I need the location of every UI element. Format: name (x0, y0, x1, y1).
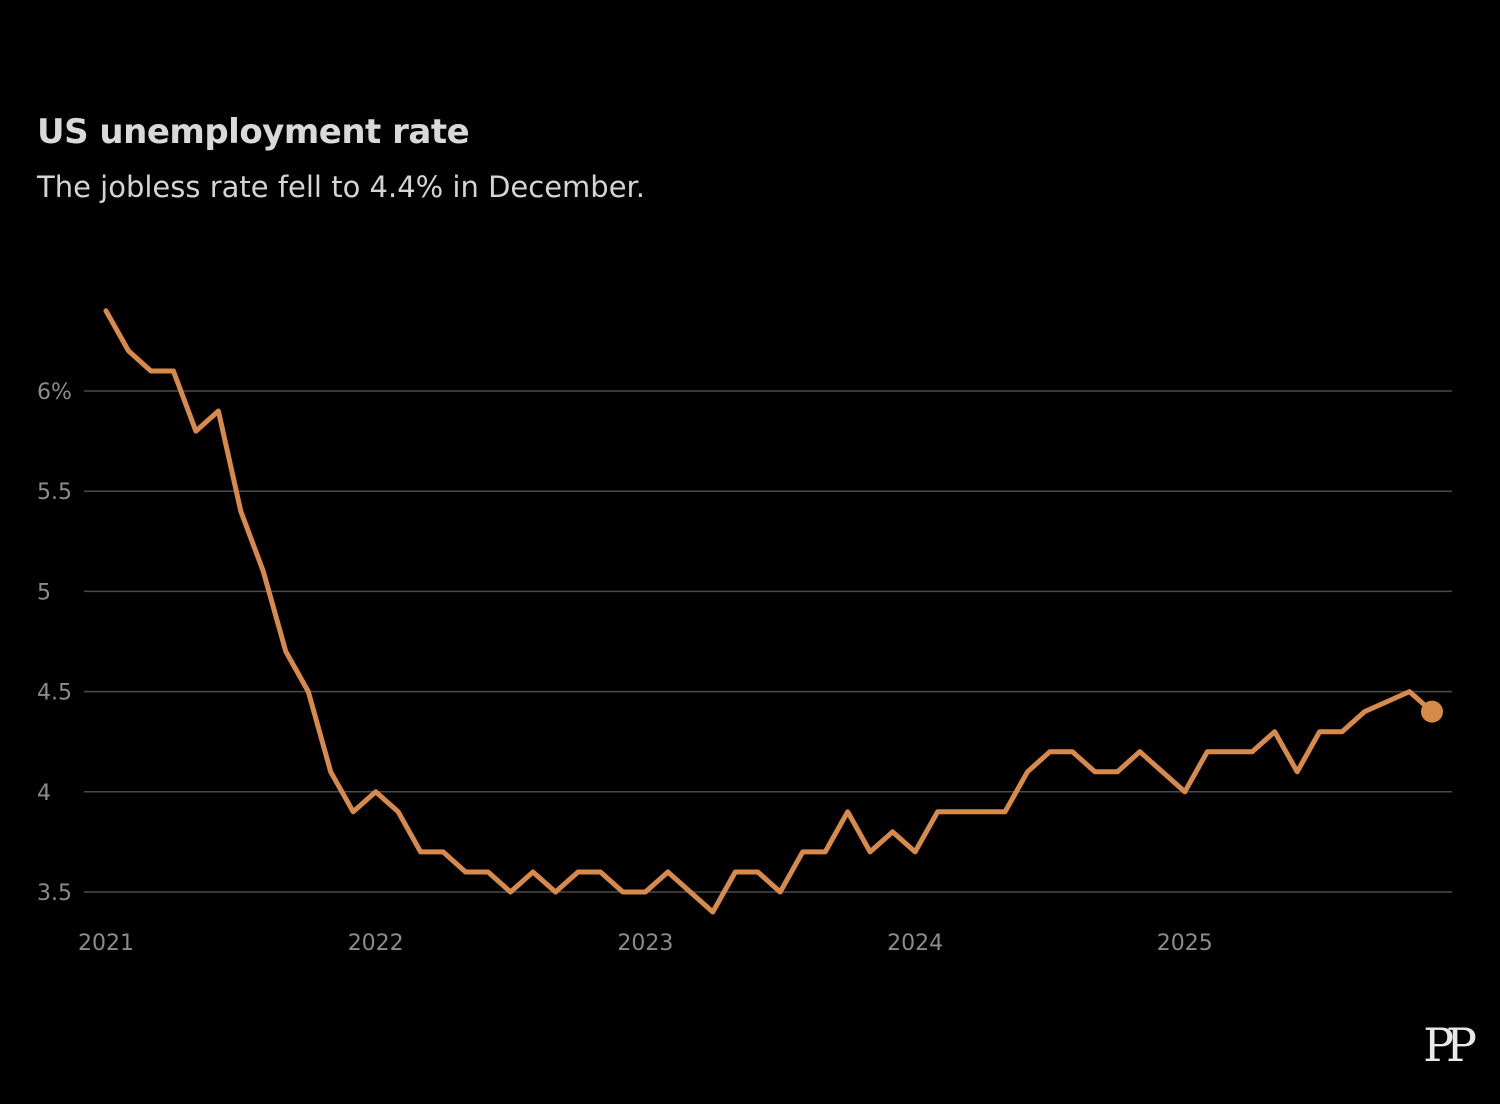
y-axis-ticks: 3.5 4 4.5 5 5.5 6% (37, 380, 72, 906)
chart-title: US unemployment rate (37, 112, 470, 152)
x-tick-label: 2025 (1157, 931, 1213, 956)
publisher-logo: PP (1423, 1018, 1477, 1072)
x-tick-label: 2022 (348, 931, 404, 956)
y-tick-label: 6% (37, 380, 72, 405)
x-tick-label: 2024 (887, 931, 943, 956)
x-axis-ticks: 2021 2022 2023 2024 2025 (78, 931, 1213, 956)
series-line-unemployment-rate (103, 308, 1435, 915)
endpoint-marker (1421, 700, 1443, 723)
chart-subtitle: The jobless rate fell to 4.4% in Decembe… (37, 170, 646, 204)
y-tick-label: 5.5 (37, 480, 72, 505)
y-tick-label: 4 (37, 781, 51, 806)
y-tick-label: 4.5 (37, 681, 72, 706)
grid-lines (84, 390, 1452, 893)
x-tick-label: 2023 (617, 931, 673, 956)
x-tick-label: 2021 (78, 931, 134, 956)
series-layer (103, 308, 1443, 915)
y-tick-label: 3.5 (37, 881, 72, 906)
y-tick-label: 5 (37, 580, 51, 605)
